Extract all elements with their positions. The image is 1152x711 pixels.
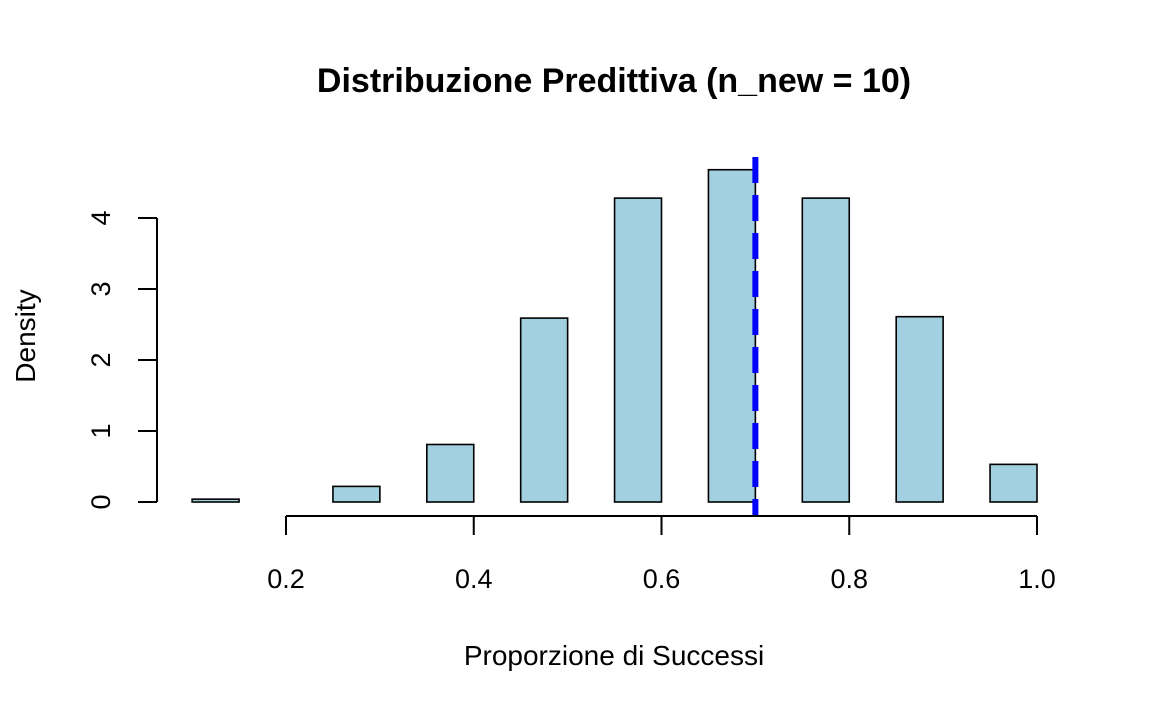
histogram-bar-1 bbox=[332, 485, 381, 503]
x-tick-label: 0.2 bbox=[267, 564, 305, 594]
y-axis-label: Density bbox=[10, 289, 41, 382]
x-axis: 0.2 0.4 0.6 0.8 1.0 bbox=[267, 515, 1056, 594]
y-axis: 0 1 2 3 4 bbox=[86, 210, 158, 510]
histogram-bar-2 bbox=[426, 443, 475, 503]
bars-layer bbox=[191, 168, 1038, 503]
chart-title: Distribuzione Predittiva (n_new = 10) bbox=[317, 62, 911, 100]
histogram-bar-4 bbox=[613, 197, 663, 503]
histogram-bar-6 bbox=[801, 197, 851, 503]
y-tick-label: 0 bbox=[86, 494, 116, 509]
y-tick-label: 1 bbox=[86, 423, 116, 438]
histogram-bar-8 bbox=[989, 463, 1038, 503]
histogram-bar-5 bbox=[707, 168, 757, 503]
x-tick-label: 0.8 bbox=[830, 564, 868, 594]
x-axis-label: Proporzione di Successi bbox=[464, 640, 764, 671]
y-tick-label: 2 bbox=[86, 352, 116, 367]
y-tick-label: 3 bbox=[86, 281, 116, 296]
y-tick-label: 4 bbox=[86, 210, 116, 225]
histogram-bar-7 bbox=[895, 315, 944, 503]
histogram-bar-0 bbox=[191, 498, 240, 503]
x-tick-label: 0.4 bbox=[455, 564, 493, 594]
x-tick-label: 1.0 bbox=[1018, 564, 1056, 594]
x-tick-label: 0.6 bbox=[643, 564, 681, 594]
histogram-bar-3 bbox=[519, 317, 569, 503]
